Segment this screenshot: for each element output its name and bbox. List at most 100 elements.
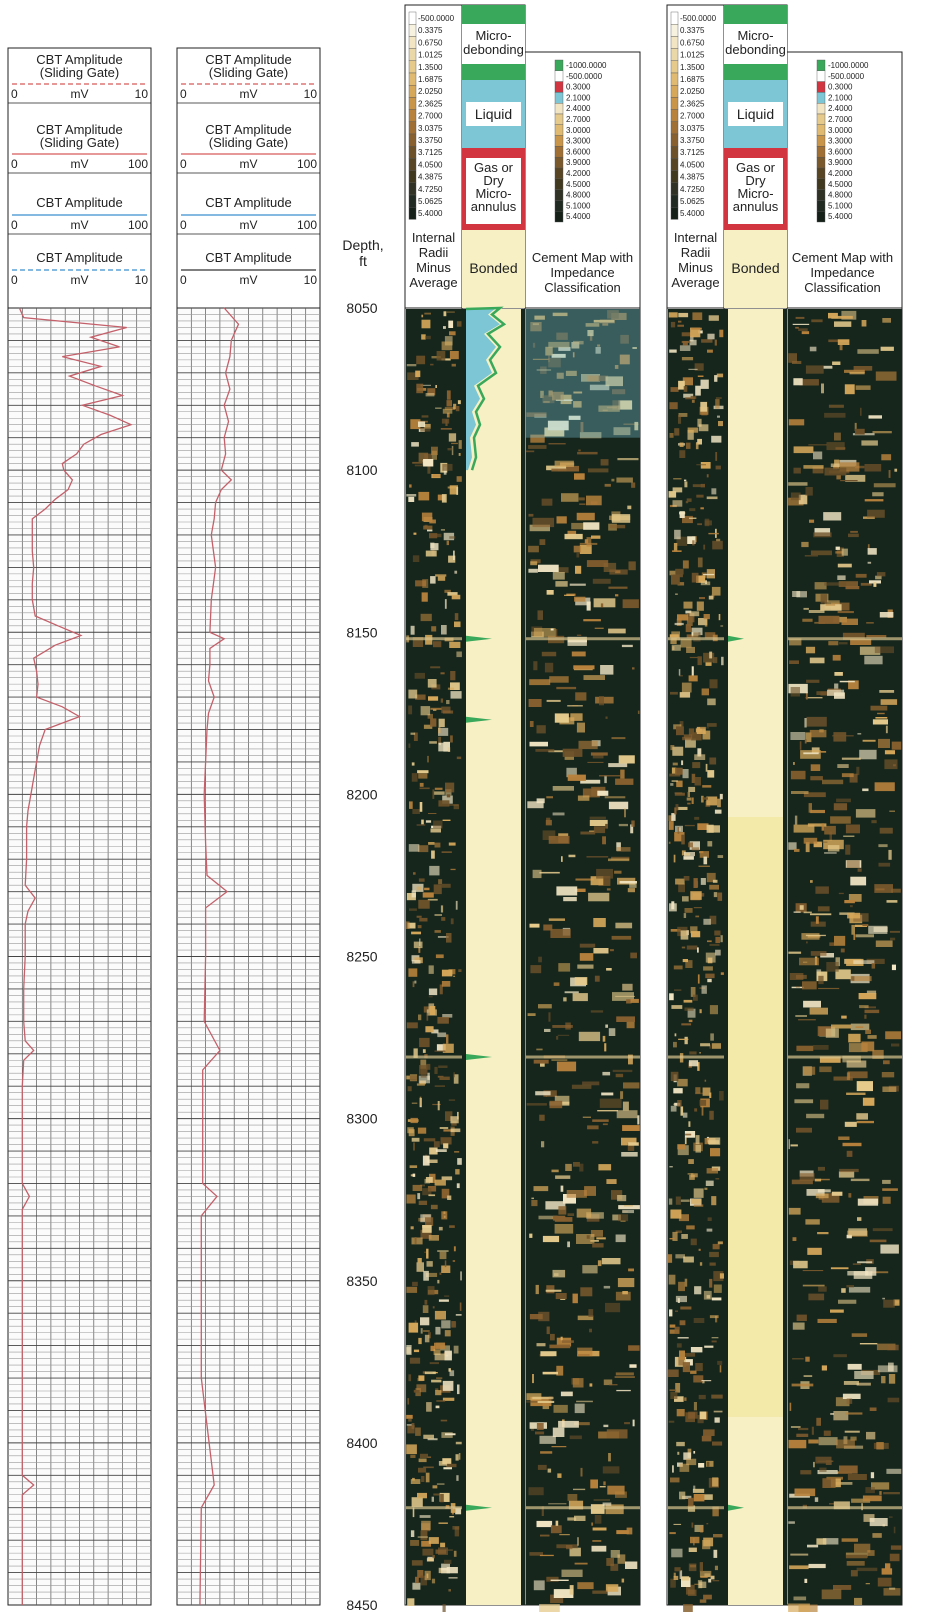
image-speck [789, 1565, 809, 1570]
image-speck [684, 853, 691, 856]
image-speck [700, 581, 711, 586]
image-speck [807, 934, 821, 938]
image-speck [590, 1240, 599, 1242]
image-speck [802, 1270, 824, 1272]
image-speck [830, 1267, 849, 1270]
image-speck [889, 930, 900, 933]
image-speck [605, 716, 608, 719]
image-speck [715, 1315, 718, 1323]
image-speck [435, 1342, 446, 1349]
image-speck [848, 1286, 871, 1293]
image-speck [698, 1463, 705, 1468]
image-speck [548, 357, 561, 368]
image-speck [441, 706, 451, 714]
image-speck [885, 1031, 901, 1040]
image-speck [809, 657, 825, 664]
image-speck [590, 876, 604, 886]
image-speck [567, 774, 586, 781]
image-speck [698, 1248, 701, 1251]
image-speck [558, 1420, 579, 1428]
cement-scale-swatch [816, 81, 826, 93]
image-speck [789, 1402, 792, 1411]
image-speck [412, 461, 423, 464]
image-speck [693, 878, 698, 888]
image-speck [412, 1173, 416, 1177]
image-speck [821, 383, 824, 394]
image-speck [830, 463, 840, 467]
radii-column-title: Internal [674, 230, 717, 245]
image-speck [449, 1225, 455, 1228]
image-speck [789, 660, 799, 664]
image-speck [582, 1265, 598, 1274]
image-speck [891, 741, 902, 750]
image-speck [682, 515, 693, 524]
radii-scale-label: 1.6875 [680, 75, 705, 84]
image-speck [411, 1560, 423, 1566]
image-speck [580, 831, 596, 835]
scale-min: 0 [180, 157, 187, 171]
image-speck [817, 1318, 837, 1323]
image-speck [673, 478, 682, 480]
cement-scale-label: 2.7000 [566, 115, 591, 124]
image-speck [878, 738, 890, 748]
image-speck [579, 432, 602, 439]
image-speck [669, 570, 676, 576]
image-speck [422, 1155, 430, 1166]
image-speck [548, 341, 570, 348]
image-speck [556, 332, 568, 340]
image-speck [537, 610, 543, 620]
image-speck [820, 594, 828, 604]
image-speck [819, 1066, 832, 1073]
cement-scale-swatch [554, 178, 564, 190]
image-speck [835, 969, 851, 980]
image-speck [449, 641, 461, 648]
image-speck [836, 1439, 855, 1449]
image-speck [679, 692, 691, 698]
image-speck [700, 1525, 704, 1533]
image-speck [839, 1168, 859, 1173]
image-speck [626, 999, 632, 1004]
image-speck [837, 563, 852, 568]
image-speck [672, 500, 683, 507]
image-speck [454, 613, 459, 621]
classification-column [724, 309, 787, 1605]
image-speck [407, 1398, 410, 1405]
image-speck [687, 802, 691, 805]
image-speck [682, 896, 689, 902]
image-speck [703, 966, 713, 971]
image-speck [561, 856, 563, 862]
radii-scale-swatch [670, 121, 679, 135]
image-speck [672, 1465, 674, 1473]
image-speck [593, 1499, 610, 1501]
image-speck [819, 1467, 827, 1472]
image-speck [427, 898, 438, 901]
image-speck [668, 815, 673, 821]
image-speck [561, 1569, 583, 1577]
image-speck [615, 995, 635, 997]
image-speck [424, 1178, 430, 1184]
image-speck [609, 569, 628, 575]
image-speck [847, 1363, 862, 1370]
image-speck [611, 935, 632, 940]
image-speck [571, 651, 586, 657]
image-speck [846, 1092, 866, 1095]
radii-scale-label: 5.4000 [418, 209, 443, 218]
image-speck [871, 963, 876, 969]
image-speck [793, 1596, 807, 1601]
image-speck [420, 1068, 427, 1078]
image-speck [406, 1444, 417, 1455]
image-speck [420, 384, 431, 386]
image-speck [589, 819, 608, 826]
image-speck [428, 996, 433, 998]
image-speck [872, 431, 892, 434]
image-speck [411, 762, 415, 766]
image-speck [408, 968, 418, 977]
image-speck [410, 1226, 414, 1230]
image-speck [810, 951, 827, 956]
radii-scale-swatch [408, 145, 417, 159]
image-speck [421, 334, 426, 340]
radii-scale-swatch [408, 121, 417, 135]
image-speck [676, 1441, 685, 1447]
image-speck [719, 329, 724, 338]
image-speck [707, 1461, 710, 1467]
